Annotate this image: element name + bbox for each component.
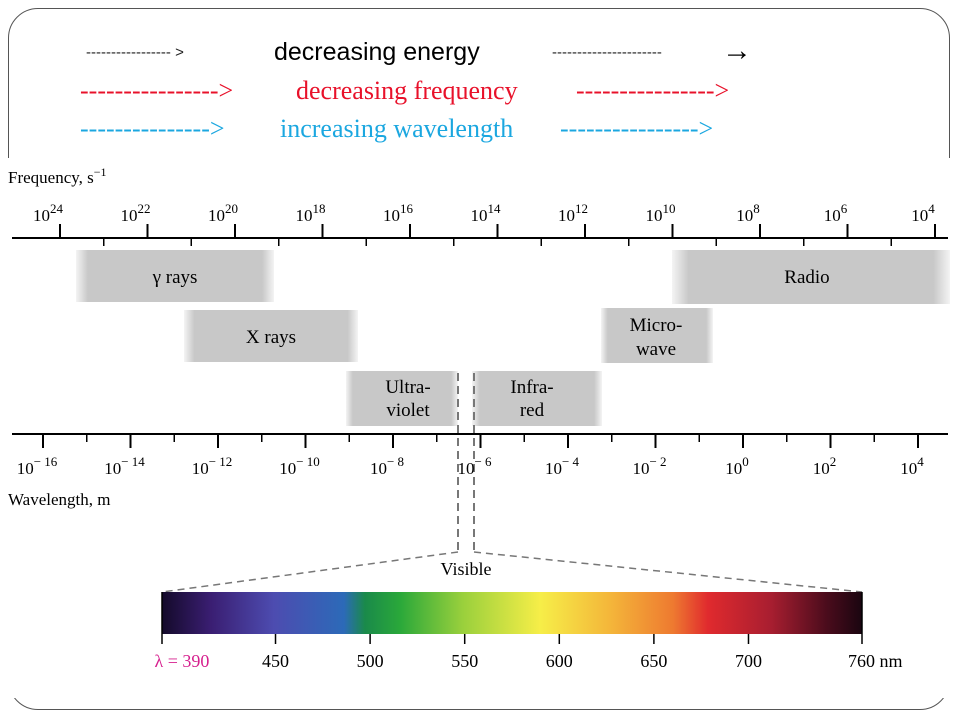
lambda-label: λ = 390 bbox=[155, 651, 210, 671]
energy-label: decreasing energy bbox=[274, 38, 480, 66]
wavelength-left-arrow: ---------------> bbox=[80, 114, 225, 143]
frequency-tick-label: 1014 bbox=[471, 201, 502, 225]
uv-label-2: violet bbox=[386, 400, 430, 421]
frequency-tick-label: 1016 bbox=[383, 201, 414, 225]
microwave-band: Micro- wave bbox=[601, 308, 713, 363]
frequency-tick-label: 104 bbox=[911, 201, 935, 225]
visible-spectrum-bar bbox=[162, 592, 862, 634]
microwave-label-2: wave bbox=[636, 339, 676, 360]
wavelength-tick-label: 10− 16 bbox=[17, 454, 58, 478]
wavelength-ticks: 10− 16 10− 14 10− 12 10− 10 10− 8 10− 6 10− 4 1… bbox=[17, 434, 924, 478]
wavelength-tick-label: 10− 6 bbox=[457, 454, 492, 478]
visible-tick-label: 550 bbox=[451, 651, 478, 671]
xray-band: X rays bbox=[184, 310, 358, 362]
radio-band: Radio bbox=[672, 250, 950, 304]
wavelength-right-arrow: ----------------> bbox=[560, 114, 714, 143]
wavelength-tick-label: 10− 14 bbox=[104, 454, 145, 478]
frequency-tick-label: 1018 bbox=[296, 201, 326, 225]
frequency-tick-label: 1012 bbox=[558, 201, 588, 225]
microwave-label-1: Micro- bbox=[630, 315, 683, 336]
frequency-tick-label: 1020 bbox=[208, 201, 238, 225]
wavelength-tick-label: 102 bbox=[813, 454, 837, 478]
visible-ticks: 450 500 550 600 650 700 760 nm bbox=[262, 634, 903, 671]
energy-right-dashes: ---------------------- bbox=[552, 44, 662, 61]
gamma-band: γ rays bbox=[76, 250, 274, 302]
zoom-line-left bbox=[161, 551, 459, 593]
wavelength-axis-label: Wavelength, m bbox=[8, 490, 111, 509]
frequency-label: decreasing frequency bbox=[296, 76, 518, 105]
frequency-minor-ticks bbox=[103, 238, 892, 246]
ir-label-2: red bbox=[520, 400, 545, 421]
visible-tick-label: 650 bbox=[640, 651, 667, 671]
wavelength-tick-label: 100 bbox=[725, 454, 749, 478]
frequency-axis-label: Frequency, s−1 bbox=[8, 165, 107, 187]
frequency-tick-label: 1022 bbox=[121, 201, 151, 225]
wavelength-tick-label: 10− 4 bbox=[545, 454, 580, 478]
radio-label: Radio bbox=[784, 267, 829, 288]
arrow-right-icon: → bbox=[722, 34, 752, 67]
visible-tick-label: 500 bbox=[357, 651, 384, 671]
frequency-tick-label: 1024 bbox=[33, 201, 64, 225]
wavelength-tick-label: 10− 8 bbox=[370, 454, 404, 478]
wavelength-tick-label: 10− 10 bbox=[279, 454, 320, 478]
visible-tick-label: 450 bbox=[262, 651, 289, 671]
ir-label-1: Infra- bbox=[510, 377, 553, 398]
spectrum-figure: Frequency, s−1 1024 1022 1020 1018 1016 1014 1… bbox=[0, 158, 960, 698]
visible-label: Visible bbox=[441, 559, 492, 579]
spectrum-diagram: Frequency, s−1 1024 1022 1020 1018 1016 1014 1… bbox=[8, 165, 950, 671]
wavelength-tick-label: 10− 12 bbox=[192, 454, 233, 478]
gamma-label: γ rays bbox=[152, 267, 198, 288]
frequency-tick-label: 1010 bbox=[646, 201, 676, 225]
visible-tick-label: 600 bbox=[546, 651, 573, 671]
visible-tick-label: 700 bbox=[735, 651, 762, 671]
ir-band: Infra- red bbox=[472, 371, 602, 426]
visible-tick-label: 760 nm bbox=[848, 651, 903, 671]
wavelength-tick-label: 104 bbox=[900, 454, 924, 478]
zoom-line-right bbox=[473, 551, 863, 593]
wavelength-label: increasing wavelength bbox=[280, 114, 514, 143]
frequency-header: ----------------> decreasing frequency -… bbox=[0, 76, 960, 196]
frequency-right-arrow: ----------------> bbox=[576, 76, 730, 105]
uv-label-1: Ultra- bbox=[385, 377, 430, 398]
uv-band: Ultra- violet bbox=[346, 371, 458, 426]
frequency-left-arrow: ----------------> bbox=[80, 76, 234, 105]
energy-left-arrow: ----------------- > bbox=[86, 44, 184, 61]
frequency-ticks: 1024 1022 1020 1018 1016 1014 1012 1010 108 106 10… bbox=[33, 201, 936, 238]
frequency-tick-label: 106 bbox=[824, 201, 848, 225]
energy-header: ----------------- > decreasing energy --… bbox=[0, 34, 960, 183]
wavelength-header: ---------------> increasing wavelength -… bbox=[0, 114, 960, 234]
xray-label: X rays bbox=[246, 327, 296, 348]
wavelength-tick-label: 10− 2 bbox=[632, 454, 666, 478]
frequency-tick-label: 108 bbox=[736, 201, 760, 225]
wavelength-minor-ticks bbox=[86, 434, 875, 442]
